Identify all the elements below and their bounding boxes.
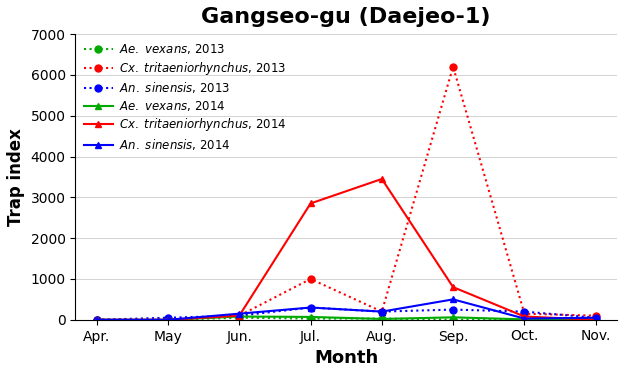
- Title: Gangseo-gu (Daejeo-1): Gangseo-gu (Daejeo-1): [202, 7, 491, 27]
- Legend: $\it{Ae.\ vexans}$, 2013, $\it{Cx.\ tritaeniorhynchus}$, 2013, $\it{An.\ sinensi: $\it{Ae.\ vexans}$, 2013, $\it{Cx.\ trit…: [79, 38, 291, 157]
- Y-axis label: Trap index: Trap index: [7, 128, 25, 226]
- X-axis label: Month: Month: [314, 349, 378, 367]
